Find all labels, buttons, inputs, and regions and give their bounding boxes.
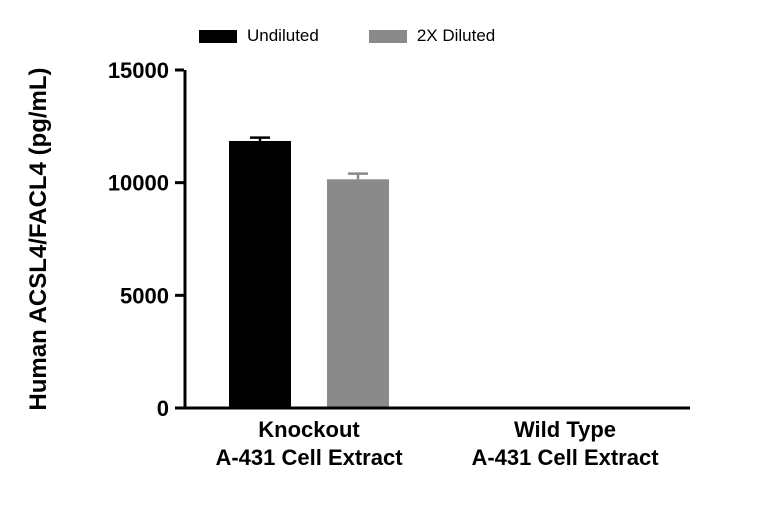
y-tick-label: 10000 xyxy=(108,171,169,196)
legend-item-undiluted: Undiluted xyxy=(199,26,319,46)
x-category-label: A-431 Cell Extract xyxy=(215,445,403,470)
legend-item-2x-diluted: 2X Diluted xyxy=(368,26,496,46)
bar-undiluted-group0 xyxy=(229,140,291,409)
y-tick-label: 5000 xyxy=(120,283,169,308)
y-axis-title: Human ACSL4/FACL4 (pg/mL) xyxy=(25,67,52,410)
chart-legend: Undiluted 2X Diluted xyxy=(199,26,495,46)
y-tick-label: 0 xyxy=(157,396,169,421)
2x-diluted-swatch-icon xyxy=(368,29,407,43)
x-category-label: Wild Type xyxy=(514,417,616,442)
legend-label-undiluted: Undiluted xyxy=(247,26,319,45)
x-category-label: A-431 Cell Extract xyxy=(471,445,659,470)
y-tick-label: 15000 xyxy=(108,58,169,83)
x-category-label: Knockout xyxy=(258,417,360,442)
undiluted-swatch-icon xyxy=(199,29,237,43)
bar-2x-diluted-group0 xyxy=(327,179,389,408)
legend-label-2x-diluted: 2X Diluted xyxy=(416,26,496,45)
